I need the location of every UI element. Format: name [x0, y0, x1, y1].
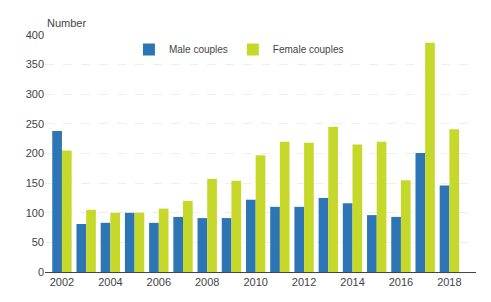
svg-text:2012: 2012	[292, 276, 316, 288]
svg-text:300: 300	[26, 88, 44, 100]
svg-text:2016: 2016	[389, 276, 413, 288]
svg-text:2010: 2010	[243, 276, 267, 288]
svg-text:200: 200	[26, 147, 44, 159]
svg-text:400: 400	[26, 29, 44, 41]
svg-text:0: 0	[38, 266, 44, 278]
svg-text:2018: 2018	[437, 276, 461, 288]
svg-text:150: 150	[26, 177, 44, 189]
svg-text:Male couples: Male couples	[169, 44, 228, 55]
svg-text:2006: 2006	[147, 276, 171, 288]
svg-text:2004: 2004	[98, 276, 122, 288]
svg-text:2014: 2014	[340, 276, 364, 288]
svg-text:50: 50	[32, 236, 44, 248]
svg-text:Number: Number	[47, 17, 86, 29]
svg-text:250: 250	[26, 118, 44, 130]
svg-text:2008: 2008	[195, 276, 219, 288]
svg-text:Female couples: Female couples	[273, 44, 344, 55]
svg-text:100: 100	[26, 207, 44, 219]
svg-text:2002: 2002	[50, 276, 74, 288]
svg-text:350: 350	[26, 58, 44, 70]
